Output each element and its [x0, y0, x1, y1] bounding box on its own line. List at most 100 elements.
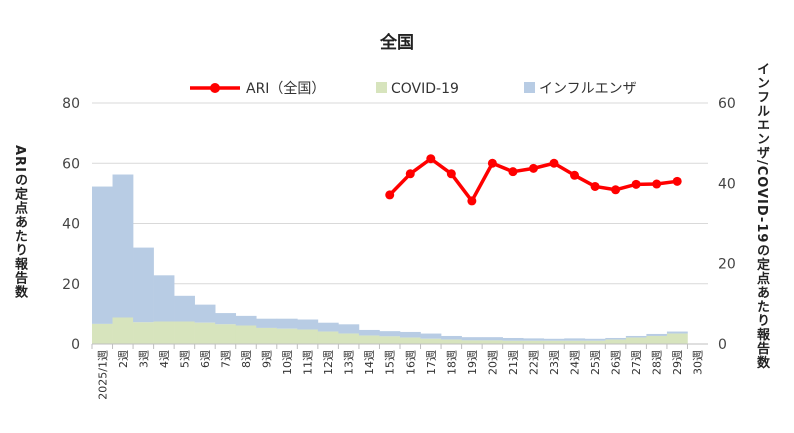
ari-point-27	[631, 179, 641, 189]
influenza-area-7	[215, 313, 237, 325]
y-right-tick-60: 60	[718, 96, 736, 112]
influenza-area-11	[297, 319, 319, 330]
x-tick-label-25: 25週	[589, 350, 602, 375]
x-tick-label-1: 2025/1週	[96, 350, 109, 400]
x-tick-label-11: 11週	[302, 350, 315, 375]
covid-area-3	[133, 322, 154, 344]
covid-area-12	[317, 331, 339, 344]
influenza-area-14	[358, 329, 380, 336]
influenza-area-23	[543, 338, 565, 341]
influenza-area-2	[112, 174, 134, 318]
x-tick-label-22: 22週	[527, 350, 540, 375]
ari-point-29	[672, 176, 682, 186]
ari-point-28	[652, 179, 662, 189]
y-left-tick-60: 60	[62, 156, 80, 172]
ari-point-25	[590, 181, 600, 191]
covid-area-5	[174, 321, 195, 344]
covid-area-4	[153, 321, 175, 344]
influenza-area-6	[194, 304, 216, 323]
covid-area-7	[215, 324, 237, 344]
x-tick-label-5: 5週	[178, 350, 191, 368]
x-tick-label-27: 27週	[630, 350, 643, 375]
x-tick-label-18: 18週	[445, 350, 458, 375]
y-left-tick-80: 80	[62, 96, 80, 112]
y-right-tick-0: 0	[718, 337, 727, 353]
y-left-tick-40: 40	[62, 217, 80, 233]
influenza-area-27	[625, 335, 647, 338]
influenza-area-3	[133, 247, 154, 323]
x-tick-label-17: 17週	[425, 350, 438, 375]
covid-area-1	[92, 323, 113, 344]
ari-point-22	[528, 163, 538, 173]
covid-area-21	[502, 340, 524, 344]
x-tick-label-28: 28週	[651, 350, 664, 375]
ari-point-24	[570, 170, 580, 180]
x-tick-label-26: 26週	[610, 350, 623, 375]
legend-influenza-label: インフルエンザ	[539, 81, 637, 97]
y-right-tick-40: 40	[718, 176, 736, 192]
x-tick-label-12: 12週	[322, 350, 335, 375]
x-tick-label-24: 24週	[569, 350, 582, 375]
covid-area-6	[194, 322, 216, 344]
influenza-area-15	[379, 331, 401, 337]
x-tick-label-2: 2週	[117, 350, 130, 368]
influenza-area-29	[666, 331, 688, 334]
legend-influenza-swatch	[524, 82, 535, 93]
influenza-area-18	[441, 335, 462, 340]
influenza-area-4	[153, 275, 175, 322]
x-tick-label-15: 15週	[384, 350, 397, 375]
x-tick-label-7: 7週	[219, 350, 232, 368]
x-tick-label-3: 3週	[137, 350, 150, 368]
covid-area-11	[297, 329, 319, 344]
chart-title: 全国	[380, 33, 414, 53]
legend-ari-marker	[210, 83, 220, 93]
ari-point-15	[385, 190, 395, 200]
x-tick-label-23: 23週	[548, 350, 561, 375]
influenza-area-5	[174, 295, 195, 322]
y-axis-right-label: インフルエンザ/COVID-19の定点あたり報告数	[754, 62, 769, 370]
ari-point-21	[508, 167, 518, 177]
covid-area-16	[400, 337, 421, 344]
influenza-area-19	[461, 337, 483, 341]
influenza-area-28	[646, 333, 668, 336]
legend-covid-label: COVID-19	[391, 81, 459, 97]
covid-area-24	[564, 340, 586, 344]
covid-area-19	[461, 340, 483, 344]
ari-point-16	[405, 169, 415, 179]
covid-area-26	[605, 339, 627, 344]
covid-area-27	[625, 337, 647, 344]
y-axis-left-label: ARIの定点あたり報告数	[12, 145, 27, 299]
covid-area-20	[482, 340, 503, 344]
influenza-area-8	[235, 315, 257, 326]
covid-area-15	[379, 336, 401, 344]
ari-point-19	[467, 196, 477, 206]
influenza-area-25	[584, 338, 606, 341]
influenza-area-22	[523, 338, 545, 341]
legend-covid-swatch	[376, 82, 387, 93]
legend-ari-label: ARI（全国）	[246, 80, 325, 97]
x-tick-label-30: 30週	[692, 350, 705, 375]
influenza-area-13	[338, 324, 360, 334]
influenza-area-24	[564, 338, 586, 341]
x-tick-label-10: 10週	[281, 350, 294, 375]
covid-area-29	[666, 333, 688, 344]
ari-point-17	[426, 154, 436, 164]
covid-area-10	[276, 328, 298, 344]
covid-area-14	[358, 335, 380, 344]
x-tick-label-16: 16週	[404, 350, 417, 375]
influenza-area-17	[420, 333, 442, 339]
y-left-tick-0: 0	[71, 337, 80, 353]
y-right-tick-20: 20	[718, 257, 736, 273]
influenza-area-26	[605, 337, 627, 340]
x-tick-label-19: 19週	[466, 350, 479, 375]
covid-area-8	[235, 325, 257, 344]
ari-point-18	[446, 169, 456, 179]
covid-area-13	[338, 333, 360, 344]
y-left-tick-20: 20	[62, 277, 80, 293]
x-tick-label-14: 14週	[363, 350, 376, 375]
x-tick-label-6: 6週	[199, 350, 212, 368]
x-tick-label-4: 4週	[158, 350, 171, 368]
covid-area-18	[441, 339, 462, 344]
influenza-area-12	[317, 322, 339, 332]
